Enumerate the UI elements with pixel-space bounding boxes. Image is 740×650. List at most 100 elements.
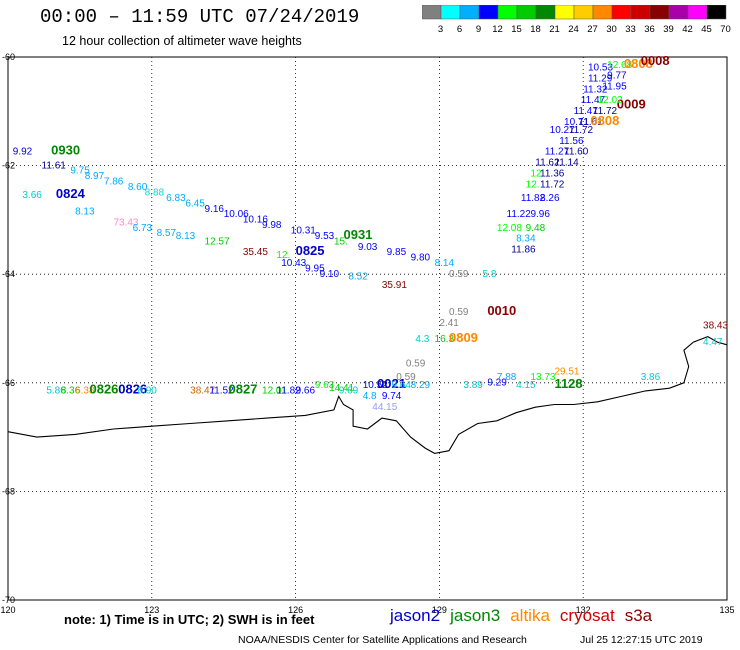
wave-height-label: 11.82 xyxy=(521,193,546,204)
wave-height-label: 44.15 xyxy=(372,402,397,413)
x-tick-label: 132 xyxy=(576,605,591,615)
wave-height-label: 73.43 xyxy=(113,217,138,228)
wave-height-label: 10.71 xyxy=(564,117,589,128)
mission-legend: jason2 jason3 altika cryosat s3a xyxy=(390,606,662,626)
x-tick-label: 129 xyxy=(432,605,447,615)
legend-mission-s3a: s3a xyxy=(624,606,653,625)
wave-height-label: 12.02 xyxy=(598,95,623,106)
wave-height-label: 9.85 xyxy=(387,247,407,258)
wave-height-label: 9.95 xyxy=(305,263,325,274)
wave-height-label: 14.41 xyxy=(329,383,354,394)
wave-height-label: 9.69 xyxy=(339,386,359,397)
wave-height-label: 11.32 xyxy=(583,84,608,95)
pass-time-label: 0824 xyxy=(56,186,86,201)
wave-height-label: 8.60 xyxy=(128,182,148,193)
wave-height-label: 38.47 xyxy=(190,386,215,397)
wave-height-label: 9.29 xyxy=(487,378,507,389)
legend-mission-cryosat: cryosat xyxy=(559,606,615,625)
pass-time-label: 0825 xyxy=(296,243,325,258)
wave-height-label: 9.75 xyxy=(70,166,90,177)
scale-swatch-15 xyxy=(706,5,727,20)
wave-height-label: 12.01 xyxy=(262,386,287,397)
wave-height-label: 9.66 xyxy=(296,386,316,397)
wave-height-label: 7.86 xyxy=(104,177,124,188)
wave-height-label: 11.95 xyxy=(602,82,627,93)
scale-label: 30 xyxy=(606,24,617,35)
wave-height-label: 29.51 xyxy=(554,367,579,378)
wave-height-label: 3.66 xyxy=(22,190,42,201)
wave-height-label: 9.48 xyxy=(526,223,546,234)
credit-text: NOAA/NESDIS Center for Satellite Applica… xyxy=(238,634,527,646)
wave-height-label: 8.26 xyxy=(540,193,560,204)
pass-time-label: 0826 xyxy=(118,382,147,397)
wave-height-label: 8.97 xyxy=(85,171,105,182)
wave-height-label: 9.92 xyxy=(13,147,33,158)
wave-height-label: 10.52 xyxy=(363,380,388,391)
y-tick-label: -70 xyxy=(2,595,15,605)
x-tick-label: 126 xyxy=(288,605,303,615)
legend-mission-altika: altika xyxy=(510,606,550,625)
wave-height-label: 8.52 xyxy=(348,272,368,283)
pass-time-label: 0008 xyxy=(641,53,670,68)
wave-height-label: 35.45 xyxy=(243,247,268,258)
pass-time-label: 0808 xyxy=(590,113,619,128)
pass-time-label: 0931 xyxy=(344,227,373,242)
wave-height-label: 12.68 xyxy=(607,60,632,71)
scale-label: 33 xyxy=(625,24,636,35)
scale-label: 36 xyxy=(644,24,655,35)
pass-time-label: 0010 xyxy=(487,303,516,318)
wave-height-label: 8.90 xyxy=(137,386,157,397)
wave-height-label: 5.8 xyxy=(483,269,497,280)
scale-label: 39 xyxy=(663,24,674,35)
wave-height-label: 11.14 xyxy=(554,158,579,169)
coastline xyxy=(7,335,728,454)
wave-height-label: 35.91 xyxy=(382,280,407,291)
wave-height-label: 12. xyxy=(526,179,540,190)
wave-height-label: 8.29 xyxy=(411,380,431,391)
wave-height-label: 11.47 xyxy=(581,95,606,106)
legend-mission-jason2: jason2 xyxy=(390,606,441,625)
wave-height-label: 11.86 xyxy=(511,244,536,255)
wave-height-label: 10.43 xyxy=(281,258,306,269)
wave-height-label: 12. xyxy=(530,168,544,179)
wave-height-label: 11.60 xyxy=(564,147,589,158)
wave-height-label: 11.72 xyxy=(593,106,618,117)
wave-height-label: 10.06 xyxy=(224,209,249,220)
wave-height-label: 12.08 xyxy=(497,223,522,234)
wave-height-label: 12.57 xyxy=(205,236,230,247)
wave-height-label: 9.77 xyxy=(607,71,627,82)
wave-height-label: 6.73 xyxy=(133,223,153,234)
wave-height-label: 11.47 xyxy=(574,106,599,117)
wave-height-label: 6.83 xyxy=(166,193,186,204)
scale-label: 24 xyxy=(568,24,579,35)
map-frame xyxy=(7,56,728,601)
y-tick-label: -64 xyxy=(2,269,15,279)
wave-height-label: 11.61 xyxy=(578,117,603,128)
wave-height-label: 9.96 xyxy=(530,209,550,220)
y-tick-label: -62 xyxy=(2,161,15,171)
scale-label: 18 xyxy=(530,24,541,35)
wave-height-label: 11.29 xyxy=(588,73,613,84)
wave-height-label: 11.62 xyxy=(535,158,560,169)
wave-height-label: 10.31 xyxy=(291,225,316,236)
scale-label: 70 xyxy=(720,24,731,35)
wave-height-label: 13.73 xyxy=(530,372,555,383)
legend-mission-jason3: jason3 xyxy=(450,606,501,625)
wave-height-label: 3.86 xyxy=(641,372,661,383)
wave-height-label: 8.34 xyxy=(516,234,536,245)
scale-label: 9 xyxy=(476,24,481,35)
scale-label: 12 xyxy=(492,24,503,35)
wave-height-label: 4.15 xyxy=(516,380,536,391)
wave-height-label: 9.10 xyxy=(320,269,340,280)
wave-height-label: 4.47 xyxy=(703,337,723,348)
y-tick-label: -68 xyxy=(2,486,15,496)
x-tick-label: 123 xyxy=(144,605,159,615)
wave-height-label: 8.88 xyxy=(145,187,165,198)
wave-height-label: 11.72 xyxy=(540,179,565,190)
wave-height-label: 9.03 xyxy=(358,242,378,253)
wave-height-label: 38.43 xyxy=(703,321,728,332)
wave-height-label: 8.13 xyxy=(75,206,95,217)
wave-height-label: 0.59 xyxy=(449,307,469,318)
wave-height-label: 6.38 xyxy=(75,386,95,397)
scale-label: 27 xyxy=(587,24,598,35)
